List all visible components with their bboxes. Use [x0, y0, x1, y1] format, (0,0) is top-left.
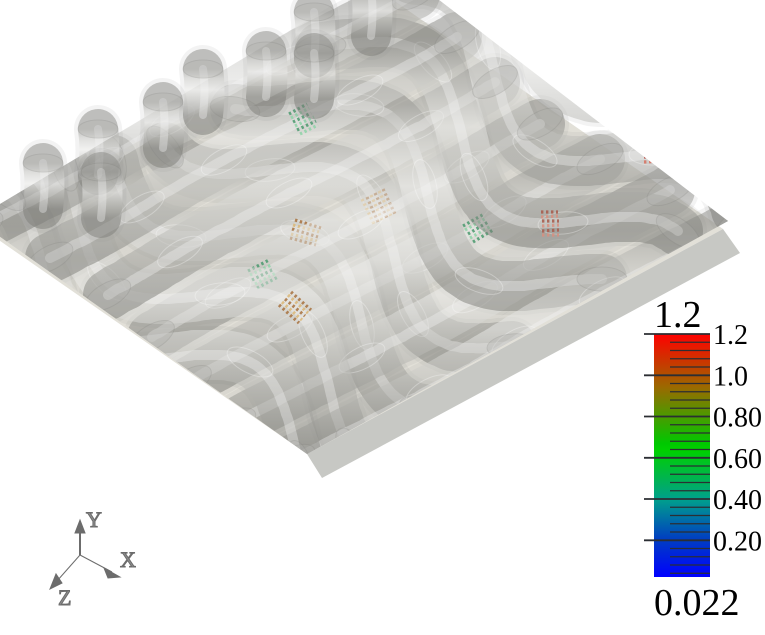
svg-text:Y: Y [86, 507, 102, 532]
svg-text:0.60: 0.60 [713, 444, 762, 475]
svg-text:Z: Z [58, 585, 71, 610]
svg-text:1.2: 1.2 [654, 294, 702, 336]
svg-text:1.2: 1.2 [713, 320, 748, 351]
svg-text:0.022: 0.022 [654, 582, 740, 624]
svg-text:X: X [120, 547, 136, 572]
svg-text:0.40: 0.40 [713, 485, 762, 516]
svg-text:1.0: 1.0 [713, 361, 748, 392]
svg-text:0.80: 0.80 [713, 403, 762, 434]
svg-text:0.20: 0.20 [713, 526, 762, 557]
